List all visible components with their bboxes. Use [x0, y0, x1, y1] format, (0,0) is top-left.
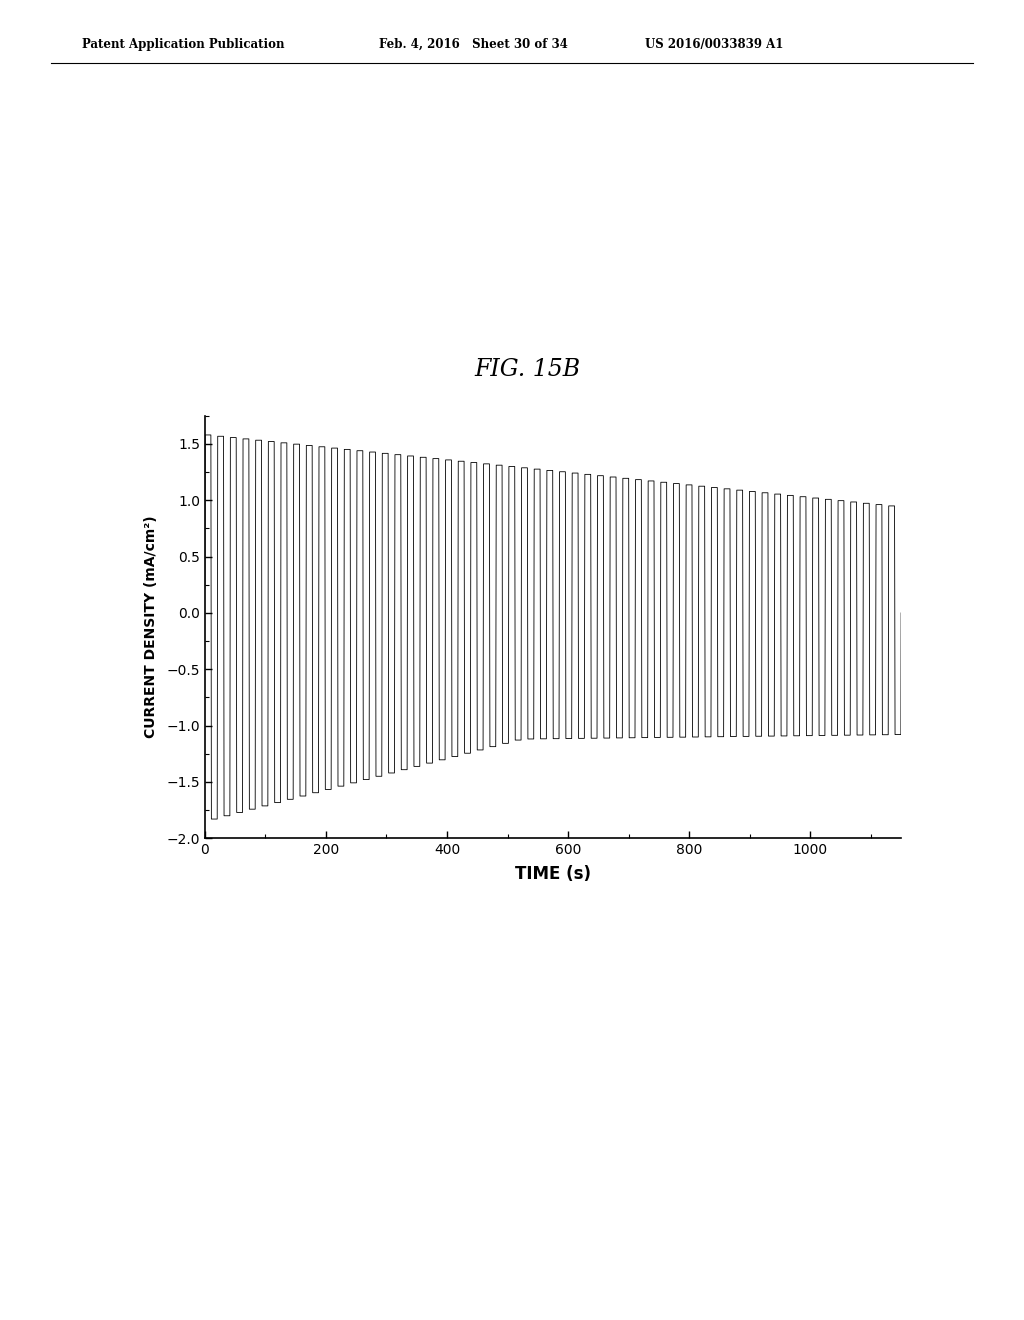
Text: US 2016/0033839 A1: US 2016/0033839 A1: [645, 37, 783, 50]
Text: Feb. 4, 2016   Sheet 30 of 34: Feb. 4, 2016 Sheet 30 of 34: [379, 37, 567, 50]
Text: Patent Application Publication: Patent Application Publication: [82, 37, 285, 50]
Text: FIG. 15B: FIG. 15B: [474, 358, 581, 381]
Y-axis label: CURRENT DENSITY (mA/cm²): CURRENT DENSITY (mA/cm²): [144, 516, 158, 738]
X-axis label: TIME (s): TIME (s): [515, 866, 591, 883]
